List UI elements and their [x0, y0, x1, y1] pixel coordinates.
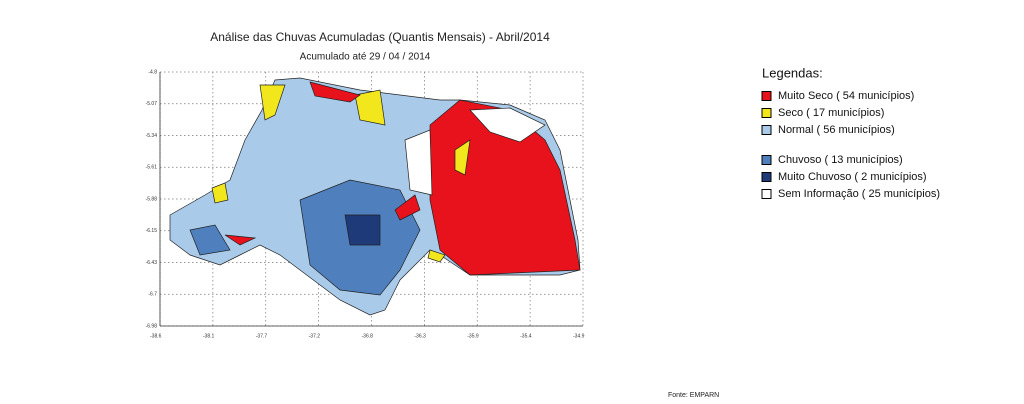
- y-label: -5.61: [146, 165, 158, 171]
- legend-swatch: [761, 125, 772, 135]
- x-label: -37.7: [256, 333, 268, 339]
- legend-label: Seco ( 17 municípios): [778, 107, 884, 119]
- legend-swatch: [761, 172, 772, 182]
- x-label: -37.2: [309, 333, 321, 339]
- legend-swatch: [761, 189, 772, 199]
- x-label: -34.9: [573, 333, 585, 339]
- x-label: -36.3: [414, 333, 426, 339]
- legend-label: Sem Informação ( 25 municípios): [778, 188, 940, 200]
- region-sem-info: [404, 129, 433, 196]
- x-label: -35.9: [467, 333, 479, 339]
- region-sem-info: [469, 107, 546, 143]
- region-seco: [211, 182, 229, 204]
- region-muito-seco: [394, 194, 421, 221]
- region-seco: [454, 139, 471, 176]
- y-label: -6.7: [148, 292, 157, 298]
- legend-swatch: [761, 155, 772, 165]
- legend-label: Muito Seco ( 54 municípios): [778, 90, 914, 102]
- region-muito-seco: [224, 234, 257, 246]
- region-muito-chuvoso: [344, 214, 381, 246]
- region-muito-seco: [309, 81, 361, 103]
- legend: Legendas: Muito Seco ( 54 municípios) Sec…: [761, 65, 940, 200]
- y-label: -5.34: [146, 133, 158, 139]
- legend-swatch: [761, 108, 772, 118]
- source: Fonte: EMPARN: [668, 392, 719, 399]
- legend-label: Normal ( 56 municípios): [778, 124, 895, 136]
- y-label: -6.43: [146, 260, 158, 266]
- title: Análise das Chuvas Acumuladas (Quantis M…: [210, 30, 550, 44]
- region-seco: [259, 84, 286, 121]
- legend-label: Chuvoso ( 13 municípios): [778, 154, 903, 166]
- y-label: -5.88: [146, 196, 158, 202]
- y-label: -6.15: [146, 228, 158, 234]
- x-label: -38.1: [203, 333, 215, 339]
- y-label: -4.8: [148, 69, 157, 75]
- legend-swatch: [761, 91, 772, 101]
- region-seco: [354, 89, 386, 126]
- region-seco: [427, 249, 446, 263]
- x-label: -35.4: [520, 333, 532, 339]
- region-chuvoso: [189, 224, 231, 256]
- x-label: -38.6: [150, 333, 162, 339]
- regions: [169, 77, 581, 316]
- subtitle: Acumulado até 29 / 04 / 2014: [300, 52, 431, 63]
- legend-title: Legendas:: [762, 65, 823, 80]
- legend-label: Muito Chuvoso ( 2 municípios): [778, 171, 927, 183]
- y-label: -6.98: [146, 323, 158, 329]
- x-label: -36.8: [362, 333, 374, 339]
- y-label: -5.07: [146, 101, 158, 107]
